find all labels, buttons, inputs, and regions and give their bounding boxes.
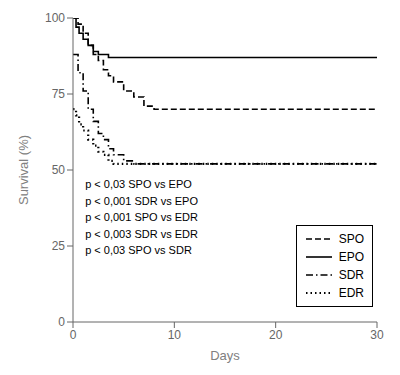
html-text:SDR: SDR <box>338 268 364 282</box>
html-text:EDR: EDR <box>338 286 364 300</box>
html-text:p < 0,03 SPO vs EPO p < 0,001: p < 0,03 SPO vs EPO p < 0,001 SDR vs EPO… <box>85 178 198 257</box>
svg-text:Days: Days <box>210 348 240 363</box>
svg-text:20: 20 <box>269 328 283 342</box>
html-text:SPO: SPO <box>338 232 364 246</box>
svg-text:25: 25 <box>52 239 66 253</box>
svg-text:10: 10 <box>168 328 182 342</box>
svg-text:100: 100 <box>45 11 65 25</box>
svg-text:75: 75 <box>52 87 66 101</box>
svg-text:30: 30 <box>370 328 384 342</box>
svg-text:0: 0 <box>70 328 77 342</box>
svg-text:50: 50 <box>52 163 66 177</box>
svg-text:Survival (%): Survival (%) <box>16 135 31 205</box>
html-text:EPO: EPO <box>338 250 364 264</box>
svg-text:0: 0 <box>58 315 65 329</box>
